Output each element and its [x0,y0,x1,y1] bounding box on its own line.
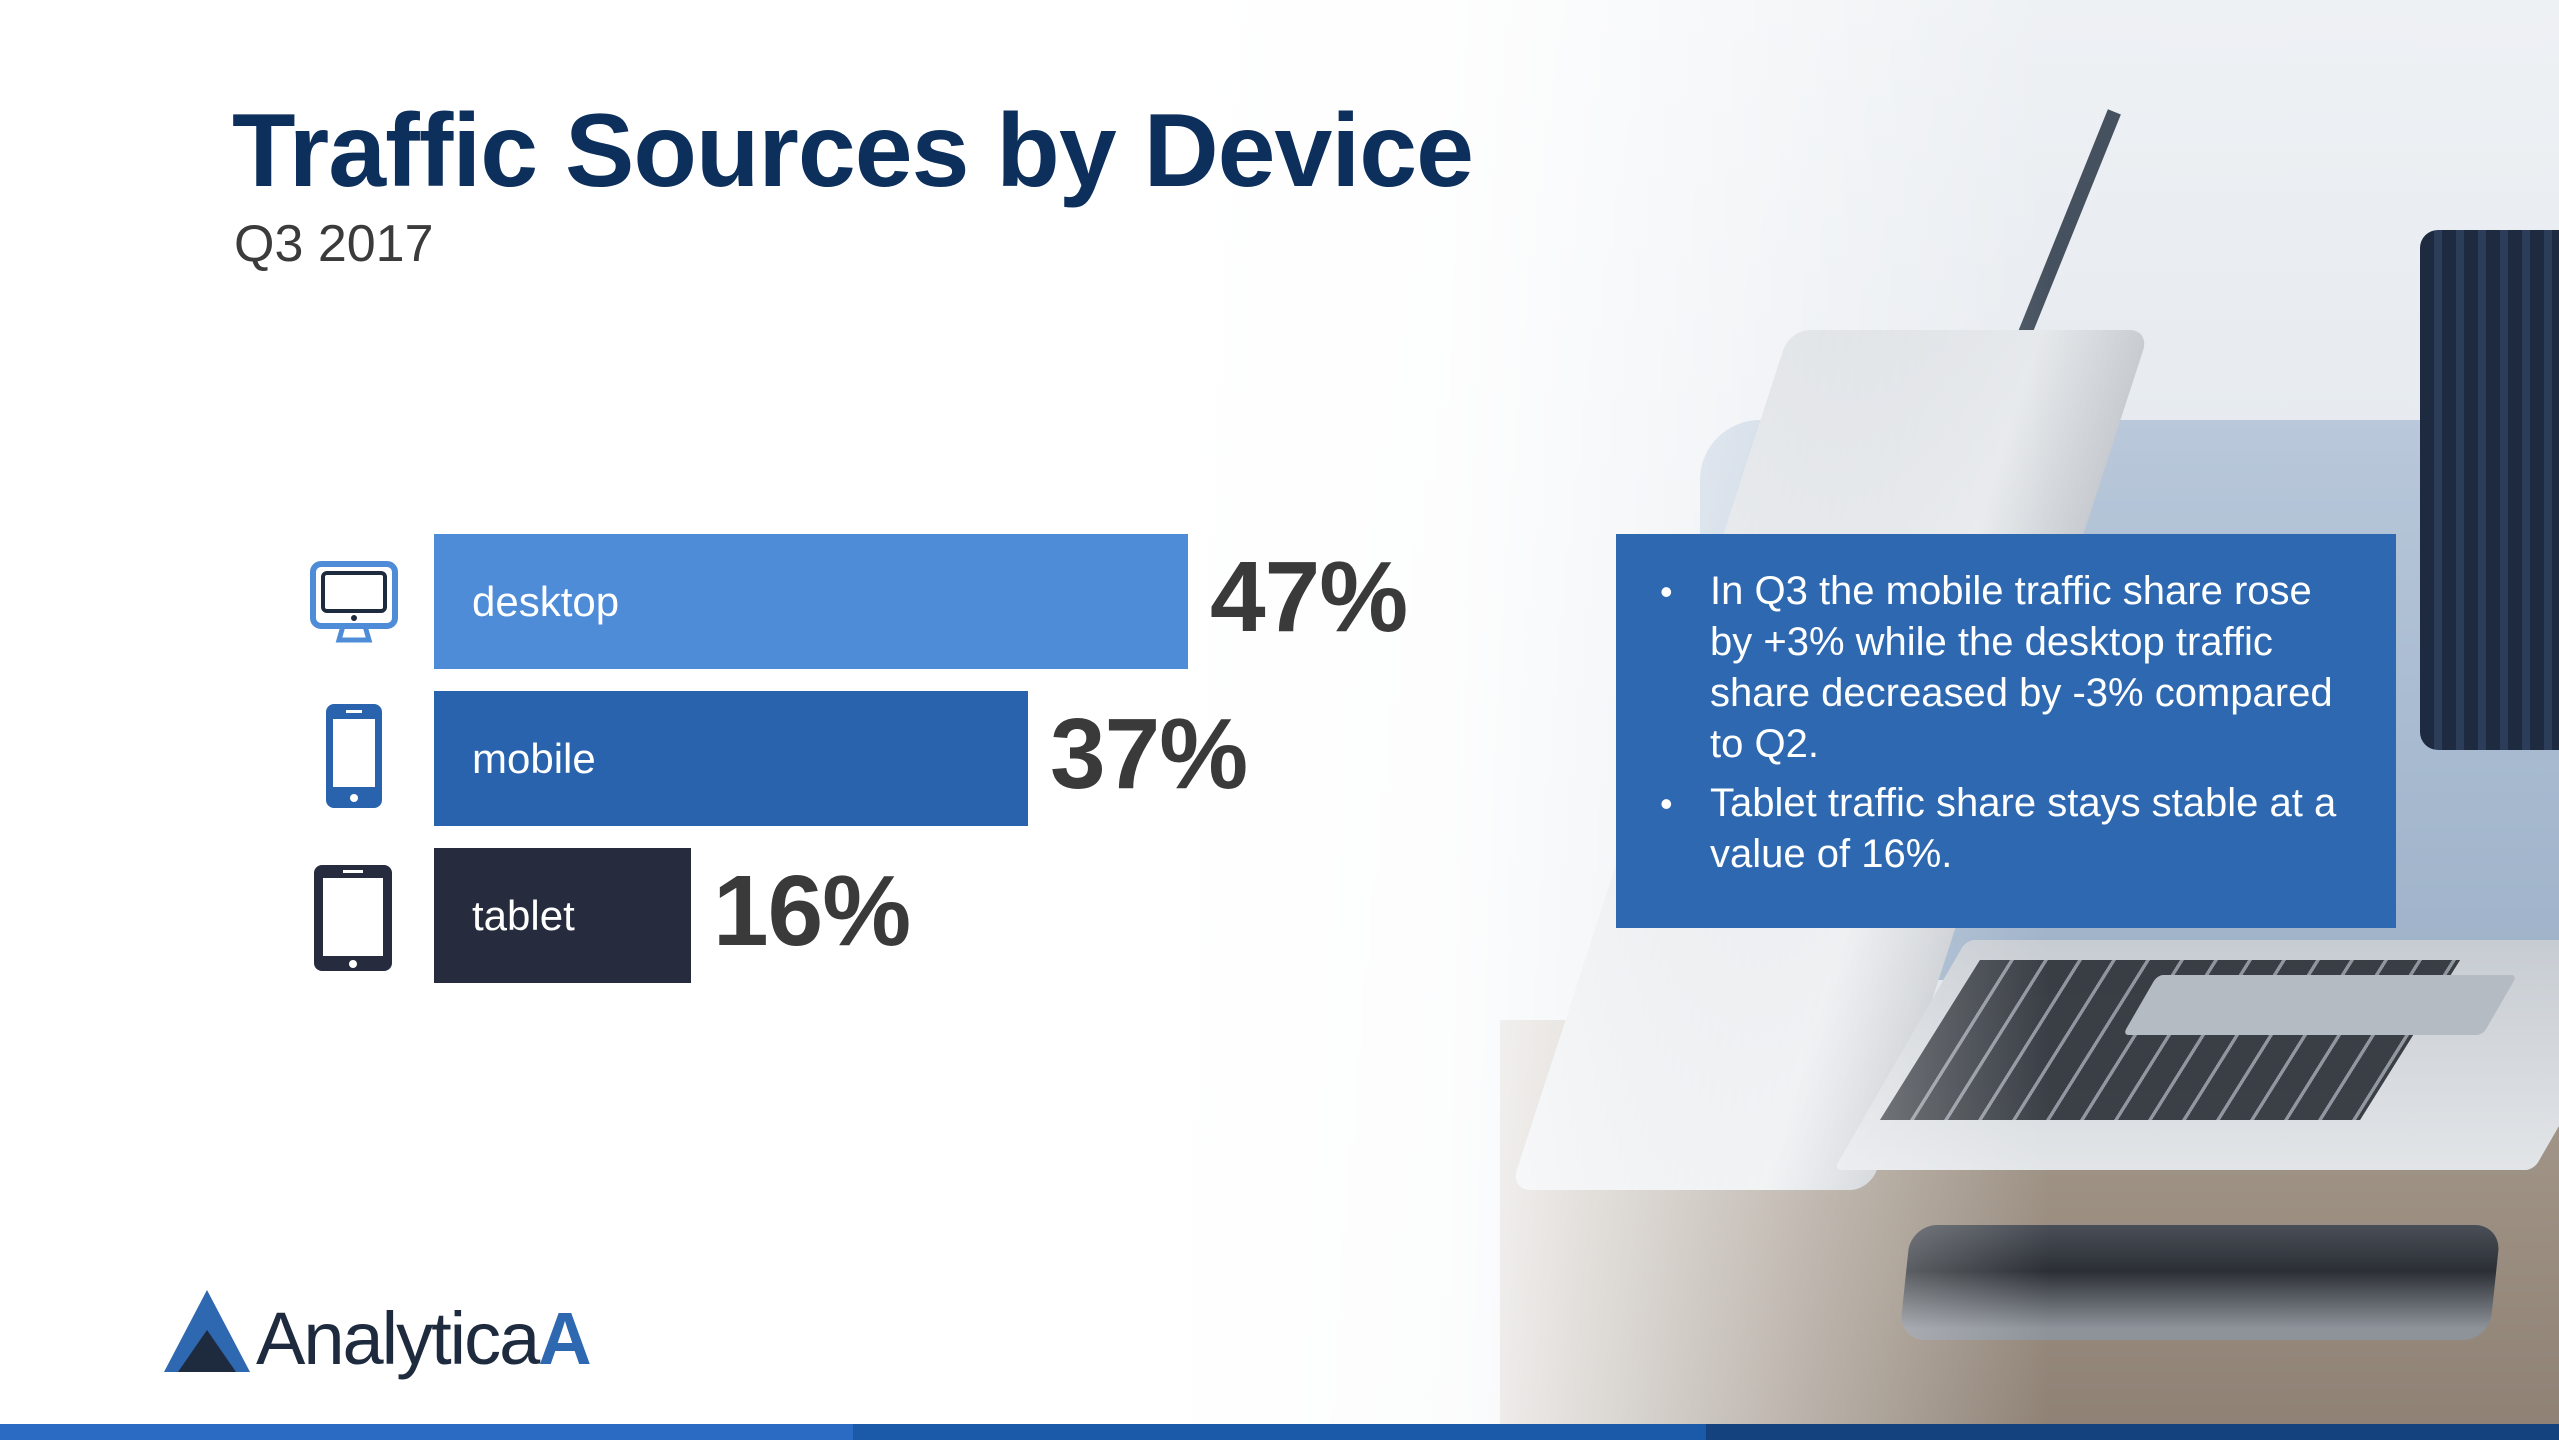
desktop-monitor-icon [309,560,399,649]
bottom-bar-segment [1706,1424,2559,1440]
slide-subtitle: Q3 2017 [234,215,434,273]
bar-value-label: 37% [1050,698,1248,810]
tablet-icon [311,862,395,979]
bar-value-label: 47% [1210,541,1408,653]
logo-text: AnalyticaA [256,1297,592,1380]
logo-mark-icon [164,1290,250,1372]
bar-mobile [434,691,1028,826]
info-bullet: Tablet traffic share stays stable at a v… [1660,778,2356,880]
bar-label: desktop [472,578,620,625]
bar-label: mobile [472,735,596,782]
bottom-color-bar [0,1424,2559,1440]
bar-desktop [434,534,1188,669]
info-box: In Q3 the mobile traffic share rose by +… [1616,534,2396,928]
bar-label: tablet [472,892,575,939]
bar-tablet [434,848,691,983]
bottom-bar-segment [853,1424,1706,1440]
bottom-bar-segment [0,1424,853,1440]
info-bullet: In Q3 the mobile traffic share rose by +… [1660,566,2356,770]
slide-title: Traffic Sources by Device [232,93,1474,209]
bar-value-label: 16% [713,855,911,967]
mobile-phone-icon [323,701,385,816]
